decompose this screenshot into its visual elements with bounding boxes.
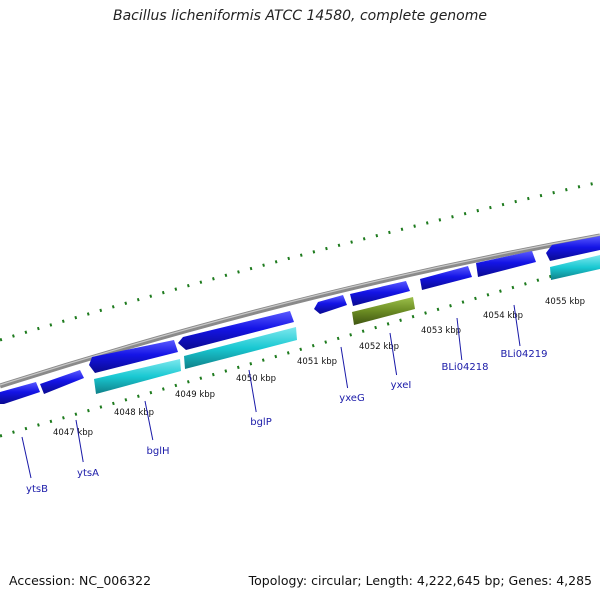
gene-arrow[interactable] xyxy=(350,281,410,306)
genome-backbone xyxy=(0,233,600,389)
gene-label-yxei[interactable]: yxeI xyxy=(391,380,412,391)
cds-block[interactable] xyxy=(94,359,181,394)
kbp-tick-labels: 4047 kbp 4048 kbp 4049 kbp 4050 kbp 4051 kbp… xyxy=(53,297,585,438)
gene-leader-line xyxy=(75,419,84,463)
gene-arrow[interactable] xyxy=(476,251,536,277)
kbp-label: 4047 kbp xyxy=(53,428,93,438)
gene-leader-line xyxy=(513,304,521,347)
cds-block[interactable] xyxy=(184,327,297,369)
inner-tick-ring xyxy=(0,260,600,438)
kbp-label: 4048 kbp xyxy=(114,408,154,418)
kbp-label: 4055 kbp xyxy=(545,297,585,307)
gene-label-bglh[interactable]: bglH xyxy=(147,446,170,457)
gene-label-ytsa[interactable]: ytsA xyxy=(77,468,99,479)
gene-arrow[interactable] xyxy=(89,340,178,373)
outer-tick-ring xyxy=(0,180,600,342)
kbp-label: 4054 kbp xyxy=(483,311,523,321)
accession-label: Accession: NC_006322 xyxy=(9,573,152,588)
gene-leader-line xyxy=(456,317,463,361)
cds-block[interactable] xyxy=(550,255,600,280)
forward-strand-genes xyxy=(0,236,600,404)
gene-arrow[interactable] xyxy=(546,236,600,261)
gene-label-ytsb[interactable]: ytsB xyxy=(26,484,48,495)
gene-label-bli04218[interactable]: BLi04218 xyxy=(441,362,488,373)
cds-features xyxy=(94,255,600,394)
topology-label: Topology: circular; Length: 4,222,645 bp… xyxy=(248,573,592,588)
gene-leader-line xyxy=(21,436,32,479)
genome-backbone-highlight xyxy=(0,234,600,386)
kbp-label: 4050 kbp xyxy=(236,374,276,384)
gene-leader-line xyxy=(248,369,257,413)
gene-arrow[interactable] xyxy=(40,370,84,394)
gene-labels: ytsB ytsA bglH bglP yxeG yxeI BLi04218 BLi04219 xyxy=(21,304,548,495)
map-title: Bacillus licheniformis ATCC 14580, compl… xyxy=(113,8,487,24)
gene-arrow[interactable] xyxy=(0,382,40,404)
kbp-label: 4053 kbp xyxy=(421,326,461,336)
gene-leader-line xyxy=(144,400,154,441)
gene-label-yxeg[interactable]: yxeG xyxy=(339,393,364,404)
kbp-label: 4052 kbp xyxy=(359,342,399,352)
kbp-label: 4049 kbp xyxy=(175,390,215,400)
rna-block[interactable] xyxy=(352,297,415,325)
gene-arrow[interactable] xyxy=(314,295,347,314)
gene-label-bli04219[interactable]: BLi04219 xyxy=(500,349,547,360)
gene-label-bglp[interactable]: bglP xyxy=(250,417,272,428)
gene-arrow[interactable] xyxy=(178,311,294,350)
gene-leader-line xyxy=(340,346,349,389)
gene-arrow[interactable] xyxy=(420,266,472,290)
kbp-label: 4051 kbp xyxy=(297,357,337,367)
gene-leader-line xyxy=(389,332,398,376)
